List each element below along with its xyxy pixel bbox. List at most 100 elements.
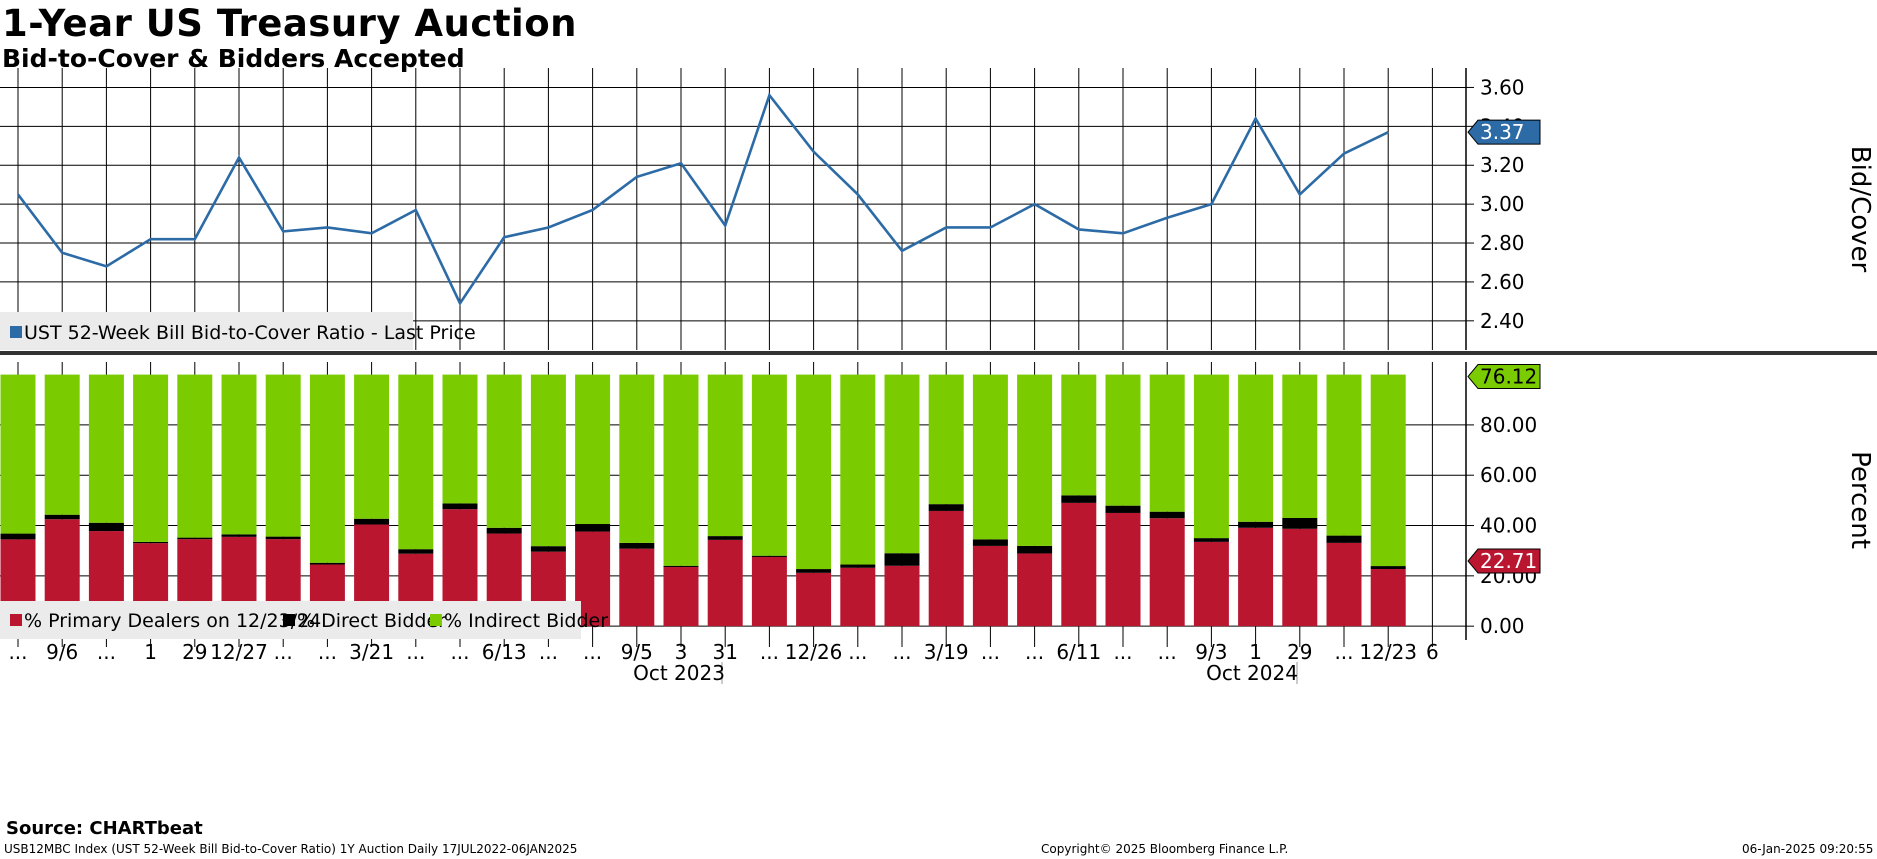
period-label: Oct 2024 xyxy=(1206,661,1298,685)
bar-primary-dealers xyxy=(928,510,964,627)
bar-primary-dealers xyxy=(1238,527,1274,627)
source-label: Source: CHARTbeat xyxy=(6,818,203,839)
bar-indirect-bidder xyxy=(530,374,566,547)
bar-primary-dealers xyxy=(1193,541,1229,627)
bar-primary-dealers xyxy=(619,548,655,627)
xtick-label: ... xyxy=(981,640,1000,664)
bar-direct-bidder xyxy=(221,534,257,537)
bar-indirect-bidder xyxy=(0,374,36,534)
bar-direct-bidder xyxy=(88,522,124,532)
last-primary-label: 22.71 xyxy=(1480,549,1537,573)
last-bid-to-cover-label: 3.37 xyxy=(1480,120,1525,144)
bar-indirect-bidder xyxy=(1017,374,1053,546)
bid-to-cover-line xyxy=(16,92,1389,306)
bar-direct-bidder xyxy=(309,562,345,565)
bar-indirect-bidder xyxy=(1238,374,1274,522)
bar-direct-bidder xyxy=(575,524,611,532)
bar-direct-bidder xyxy=(530,546,566,552)
top-ytick-label: 2.80 xyxy=(1480,231,1525,255)
legend-swatch-direct-bidder xyxy=(283,614,295,626)
bar-direct-bidder xyxy=(663,565,699,568)
bar-indirect-bidder xyxy=(1370,374,1406,567)
top-ytick-label: 2.40 xyxy=(1480,309,1525,333)
bottom-ytick-label: 80.00 xyxy=(1480,413,1537,437)
xtick-label: 9/5 xyxy=(621,640,653,664)
legend-swatch-bid-to-cover xyxy=(10,326,22,338)
bar-indirect-bidder xyxy=(442,374,478,504)
timestamp: 06-Jan-2025 09:20:55 xyxy=(1742,842,1874,856)
xtick-label: ... xyxy=(1025,640,1044,664)
last-indirect-label: 76.12 xyxy=(1480,365,1537,389)
legend-swatch-primary-dealers xyxy=(10,614,22,626)
bar-direct-bidder xyxy=(1017,545,1053,554)
chart-title: 1-Year US Treasury Auction xyxy=(2,2,577,45)
xtick-label: 3 xyxy=(675,640,688,664)
xtick-label: ... xyxy=(892,640,911,664)
bar-indirect-bidder xyxy=(575,374,611,525)
bar-indirect-bidder xyxy=(1061,374,1097,496)
bar-indirect-bidder xyxy=(1326,374,1362,536)
legend-label-primary-dealers: % Primary Dealers on 12/23/24 xyxy=(24,610,321,632)
bar-indirect-bidder xyxy=(221,374,257,535)
bar-primary-dealers xyxy=(1282,528,1318,627)
bar-primary-dealers xyxy=(1326,542,1362,627)
bar-indirect-bidder xyxy=(265,374,301,537)
xtick-label: ... xyxy=(1334,640,1353,664)
copyright-notice: Copyright© 2025 Bloomberg Finance L.P. xyxy=(1041,842,1289,856)
chart-subtitle: Bid-to-Cover & Bidders Accepted xyxy=(2,44,465,73)
bottom-ytick-label: 40.00 xyxy=(1480,514,1537,538)
bar-primary-dealers xyxy=(751,556,787,627)
xtick-label: ... xyxy=(318,640,337,664)
bar-indirect-bidder xyxy=(619,374,655,543)
top-ytick-label: 3.00 xyxy=(1480,192,1525,216)
xtick-label: 6/11 xyxy=(1056,640,1101,664)
period-label: Oct 2023 xyxy=(633,661,725,685)
bar-primary-dealers xyxy=(1105,512,1141,627)
xtick-label: ... xyxy=(539,640,558,664)
xtick-label: 29 xyxy=(182,640,207,664)
xtick-label: 3/19 xyxy=(924,640,969,664)
bar-direct-bidder xyxy=(265,536,301,540)
bar-direct-bidder xyxy=(707,536,743,540)
xtick-label: ... xyxy=(1113,640,1132,664)
xtick-label: ... xyxy=(848,640,867,664)
bar-indirect-bidder xyxy=(928,374,964,505)
xtick-label: ... xyxy=(583,640,602,664)
bar-indirect-bidder xyxy=(751,374,787,556)
bar-direct-bidder xyxy=(619,542,655,549)
top-ytick-label: 3.20 xyxy=(1480,153,1525,177)
bottom-ytick-label: 60.00 xyxy=(1480,463,1537,487)
bar-direct-bidder xyxy=(1326,535,1362,543)
bar-direct-bidder xyxy=(1238,521,1274,528)
bar-primary-dealers xyxy=(707,539,743,627)
bar-indirect-bidder xyxy=(486,374,522,528)
top-ytick-label: 3.60 xyxy=(1480,75,1525,99)
bar-direct-bidder xyxy=(442,503,478,510)
xtick-label: ... xyxy=(97,640,116,664)
bar-primary-dealers xyxy=(1061,502,1097,627)
bar-direct-bidder xyxy=(928,504,964,511)
bar-direct-bidder xyxy=(0,533,36,540)
bar-primary-dealers xyxy=(1149,518,1185,627)
bar-direct-bidder xyxy=(1193,538,1229,542)
bar-indirect-bidder xyxy=(44,374,80,515)
bar-direct-bidder xyxy=(133,541,169,544)
xtick-label: 12/23 xyxy=(1359,640,1417,664)
bar-primary-dealers xyxy=(1370,569,1406,627)
index-description: USB12MBC Index (UST 52-Week Bill Bid-to-… xyxy=(4,842,578,856)
bar-direct-bidder xyxy=(177,537,213,540)
bar-direct-bidder xyxy=(1149,511,1185,519)
top-yaxis-title: Bid/Cover xyxy=(1845,146,1875,273)
last-indirect-tag xyxy=(1467,364,1541,390)
xtick-label: ... xyxy=(8,640,27,664)
bar-indirect-bidder xyxy=(309,374,345,563)
top-legend-box xyxy=(0,312,413,350)
bottom-yaxis-title: Percent xyxy=(1845,451,1875,549)
bar-indirect-bidder xyxy=(840,374,876,565)
bar-indirect-bidder xyxy=(398,374,434,550)
xtick-label: ... xyxy=(406,640,425,664)
last-primary-tag xyxy=(1467,548,1541,574)
bottom-ytick-label: 0.00 xyxy=(1480,614,1525,638)
xtick-label: 31 xyxy=(712,640,737,664)
